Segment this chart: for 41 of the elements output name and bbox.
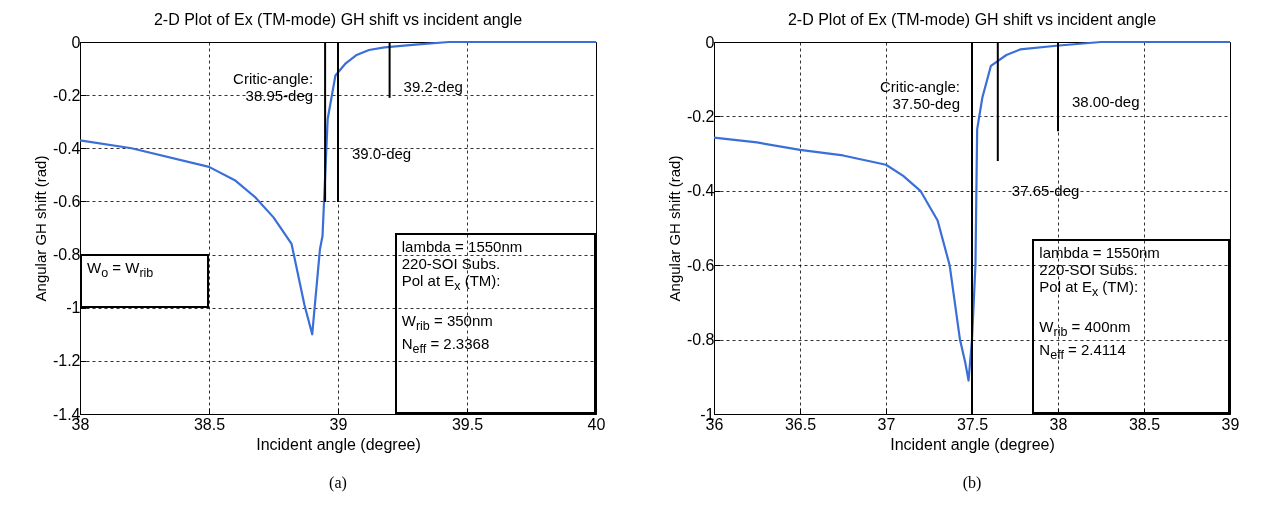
- x-tick-label: 37.5: [956, 415, 989, 433]
- y-axis-title: Angular GH shift (rad): [665, 155, 683, 302]
- ref-line-label: 39.0-deg: [352, 144, 412, 162]
- y-tick-label: -0.6: [52, 192, 81, 210]
- y-tick-label: -0.2: [686, 107, 715, 125]
- x-axis-title: Incident angle (degree): [256, 435, 421, 453]
- y-tick-label: -0.4: [686, 182, 715, 200]
- y-tick-label: 0: [705, 33, 715, 51]
- x-tick-label: 37: [877, 415, 896, 433]
- x-tick-label: 38.5: [193, 415, 226, 433]
- x-axis-title: Incident angle (degree): [890, 435, 1055, 453]
- x-tick-label: 39.5: [451, 415, 484, 433]
- y-tick-label: -1.2: [52, 352, 81, 370]
- line-series: [712, 40, 1232, 382]
- y-axis-title: Angular GH shift (rad): [31, 155, 49, 302]
- text: (a): [329, 474, 347, 492]
- chart-title: 2-D Plot of Ex (TM-mode) GH shift vs incident angle: [153, 11, 523, 28]
- line-series: [78, 40, 598, 336]
- y-tick-label: -0.2: [52, 86, 81, 104]
- text-box: lambda = 1550nm 220-SOI Subs. Pol at E$_{x}$ (TM): W$_{rib}$ = 350nm N$_{eff}$ = 2.3368: [394, 233, 596, 414]
- x-tick-label: 38.5: [1128, 415, 1161, 433]
- y-tick-label: 0: [71, 33, 81, 51]
- x-tick-label: 39: [329, 415, 348, 433]
- y-tick-label: -0.8: [686, 331, 715, 349]
- x-tick-label: 36.5: [784, 415, 817, 433]
- x-tick-label: 40: [587, 415, 606, 433]
- ref-line-label: 37.65-deg: [1011, 181, 1080, 199]
- x-tick-label: 38: [1049, 415, 1068, 433]
- x-tick-label: 39: [1221, 415, 1240, 433]
- ref-line-label: Critic-angle: 38.95-deg: [233, 70, 314, 105]
- text: (b): [962, 474, 982, 492]
- y-tick-label: -0.6: [686, 256, 715, 274]
- text-box: W$_{o}$ = W$_{rib}$: [80, 254, 209, 308]
- y-tick-label: -0.8: [52, 246, 81, 264]
- ref-line-label: 38.00-deg: [1072, 92, 1140, 110]
- text-box: lambda = 1550nm 220-SOI Subs. Pol at E$_{x}$ (TM): W$_{rib}$ = 400nm N$_{eff}$ = 2.4114: [1032, 239, 1230, 414]
- ref-line-label: 39.2-deg: [403, 77, 463, 95]
- y-tick-label: -0.4: [52, 139, 81, 157]
- ref-line-label: Critic-angle: 37.50-deg: [879, 77, 960, 112]
- chart-title: 2-D Plot of Ex (TM-mode) GH shift vs incident angle: [787, 11, 1157, 28]
- y-tick-label: -1: [66, 299, 81, 317]
